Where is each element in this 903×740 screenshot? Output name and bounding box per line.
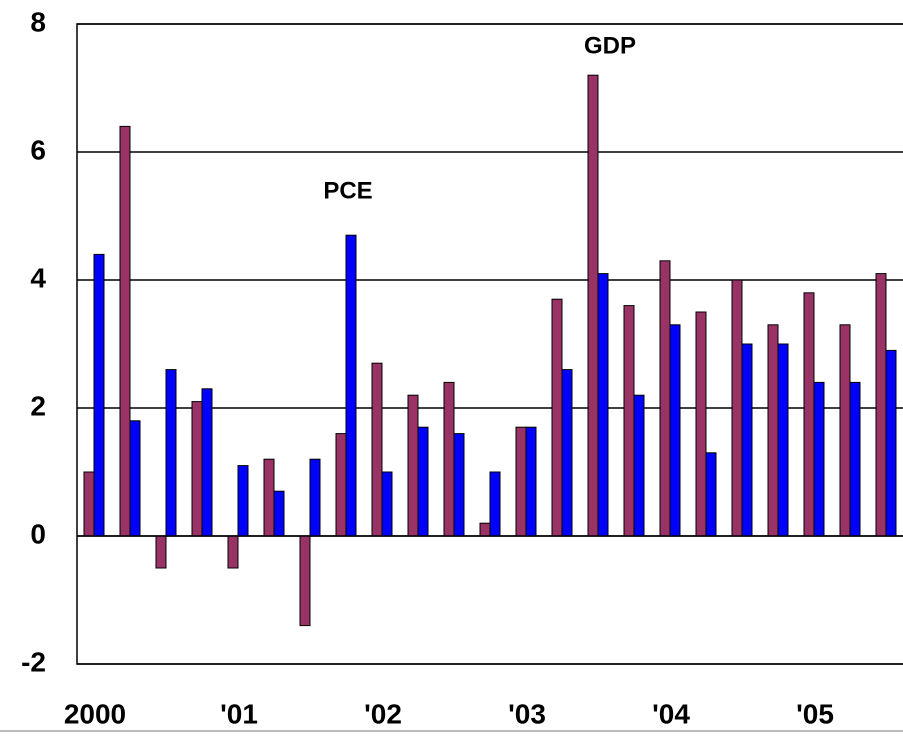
x-tick-label: '05: [796, 698, 834, 729]
bar: [669, 324, 681, 537]
bar: [875, 273, 887, 537]
series-label: GDP: [584, 32, 636, 59]
bar: [777, 343, 789, 537]
bar: [705, 452, 717, 537]
bar: [623, 305, 635, 537]
bar: [417, 426, 429, 537]
y-tick-label: 6: [30, 134, 46, 165]
bar: [119, 125, 131, 537]
y-tick-label: 8: [30, 6, 46, 37]
bar: [83, 471, 95, 537]
bar: [839, 324, 851, 537]
y-tick-label: 2: [30, 390, 46, 421]
bar: [191, 401, 203, 537]
x-tick-label: '04: [652, 698, 690, 729]
bar: [767, 324, 779, 537]
bar: [741, 343, 753, 537]
bar: [813, 381, 825, 537]
bar: [489, 471, 501, 537]
x-tick-label: '03: [508, 698, 546, 729]
x-tick-label: '01: [220, 698, 258, 729]
y-tick-label: 4: [30, 262, 46, 293]
bar: [371, 362, 383, 537]
bar: [407, 394, 419, 537]
bar: [273, 490, 285, 537]
x-tick-label: '02: [364, 698, 402, 729]
bar: [335, 433, 347, 537]
bar: [803, 292, 815, 537]
bar: [695, 311, 707, 537]
bar: [443, 381, 455, 537]
bar: [849, 381, 861, 537]
bar: [345, 234, 357, 537]
bar: [885, 349, 897, 537]
y-tick-label: -2: [21, 646, 46, 677]
bar: [659, 260, 671, 537]
bar: [237, 465, 249, 537]
bar: [633, 394, 645, 537]
plot-frame: [76, 23, 903, 665]
bar: [93, 253, 105, 537]
bar: [299, 535, 311, 627]
x-tick-label: 2000: [64, 698, 126, 729]
bar: [165, 369, 177, 537]
bar: [525, 426, 537, 537]
bar: [381, 471, 393, 537]
bar: [309, 458, 321, 537]
bar: [227, 535, 239, 569]
bar: [515, 426, 527, 537]
bar: [597, 273, 609, 537]
bar: [155, 535, 167, 569]
bar: [201, 388, 213, 537]
bar: [551, 298, 563, 537]
bar: [479, 522, 491, 537]
bar: [129, 420, 141, 537]
series-label: PCE: [323, 177, 372, 204]
y-tick-label: 0: [30, 518, 46, 549]
bar: [561, 369, 573, 537]
bar: [263, 458, 275, 537]
bar: [731, 279, 743, 537]
bar: [587, 74, 599, 537]
bar: [453, 433, 465, 537]
